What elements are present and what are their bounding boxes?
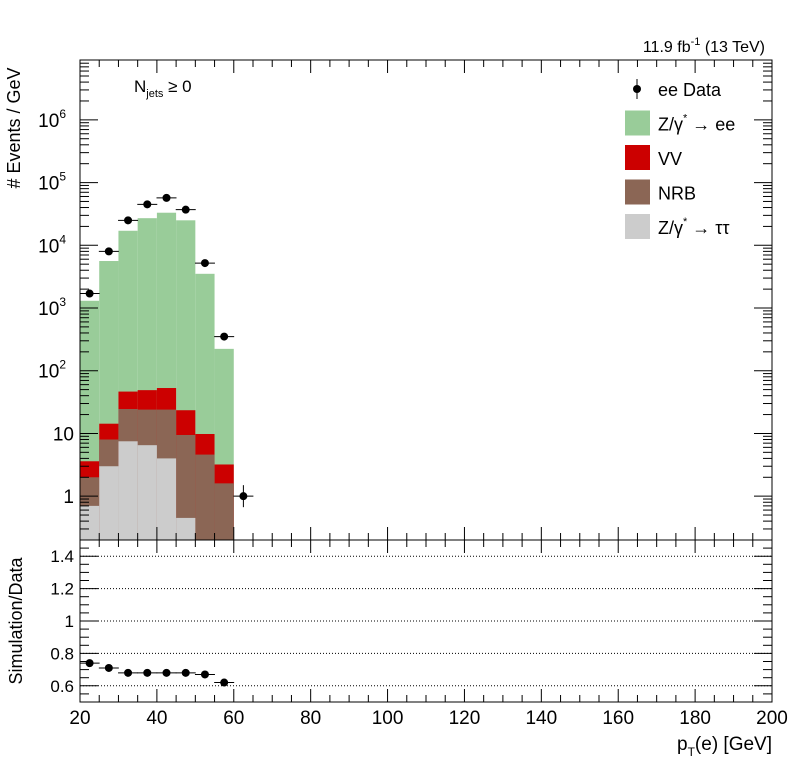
x-tick-label: 180 <box>679 708 711 729</box>
y-tick-label: 106 <box>38 107 66 132</box>
x-tick-label: 80 <box>300 708 321 729</box>
x-axis-label: pT(e) [GeV] <box>677 734 772 759</box>
y-tick-label: 103 <box>38 295 66 320</box>
x-tick-label: 140 <box>525 708 557 729</box>
y-tick-label: 10 <box>53 424 74 445</box>
ratio-y-tick-label: 0.8 <box>50 644 74 663</box>
x-tick-label: 200 <box>756 708 788 729</box>
jet-selection-label: Njets ≥ 0 <box>134 77 192 100</box>
y-tick-label: 104 <box>38 232 66 257</box>
ratio-point <box>220 679 228 687</box>
data-point <box>163 194 171 202</box>
ratio-point <box>105 664 113 672</box>
bar-nrb <box>195 455 214 540</box>
data-point <box>105 247 113 255</box>
bar-z- <box>118 441 137 540</box>
legend-label: Z/γ* → ττ <box>658 216 730 238</box>
stacked-histogram <box>80 213 234 540</box>
ratio-point <box>201 670 209 678</box>
ratio-y-tick-labels: 0.6 0.8 1 1.2 1.4 <box>50 547 74 696</box>
bar-z- <box>99 466 118 540</box>
legend-swatch <box>625 214 650 239</box>
x-tick-label: 60 <box>223 708 244 729</box>
bar-z- <box>176 518 195 540</box>
top-y-tick-labels: 1 10 102 103 104 105 106 <box>38 107 74 508</box>
top-y-axis-label: # Events / GeV <box>4 67 24 188</box>
legend-swatch <box>625 111 650 136</box>
legend-label: VV <box>658 149 682 169</box>
x-tick-label: 40 <box>146 708 167 729</box>
ratio-y-axis-label: Simulation/Data <box>6 556 26 684</box>
ratio-point <box>86 659 94 667</box>
bar-z- <box>157 458 176 540</box>
ratio-y-tick-label: 1 <box>65 612 74 631</box>
x-tick-label: 100 <box>372 708 404 729</box>
ratio-grid <box>80 556 772 686</box>
ratio-y-tick-label: 1.2 <box>50 580 74 599</box>
ratio-point <box>182 669 190 677</box>
data-point <box>143 200 151 208</box>
data-point <box>201 259 209 267</box>
legend-label: Z/γ* → ee <box>658 113 735 135</box>
y-tick-label: 102 <box>38 358 66 383</box>
legend-label: ee Data <box>658 80 722 100</box>
data-point <box>86 290 94 298</box>
y-tick-label: 105 <box>38 170 66 195</box>
y-tick-label: 1 <box>63 487 74 508</box>
bar-z- <box>138 445 157 540</box>
ratio-y-tick-label: 0.6 <box>50 677 74 696</box>
data-point <box>239 492 247 500</box>
ratio-point <box>124 669 132 677</box>
ratio-points <box>80 659 235 686</box>
ratio-point <box>163 669 171 677</box>
x-tick-label: 160 <box>602 708 634 729</box>
legend-swatch <box>625 180 650 205</box>
lumi-label: 11.9 fb-1 (13 TeV) <box>643 36 765 56</box>
data-point <box>182 206 190 214</box>
x-tick-labels: 20 40 60 80 100 120 140 160 180 200 <box>69 708 787 729</box>
x-tick-label: 20 <box>69 708 90 729</box>
ratio-point <box>143 669 151 677</box>
bar-nrb <box>215 483 234 540</box>
legend-label: NRB <box>658 184 696 204</box>
legend: ee Data Z/γ* → ee VV NRB Z/γ* → ττ <box>625 79 735 239</box>
x-tick-label: 120 <box>449 708 481 729</box>
data-point <box>220 333 228 341</box>
legend-marker <box>633 85 641 93</box>
bar-z- <box>80 506 99 540</box>
ratio-y-tick-label: 1.4 <box>50 547 74 566</box>
legend-swatch <box>625 145 650 170</box>
data-point <box>124 216 132 224</box>
